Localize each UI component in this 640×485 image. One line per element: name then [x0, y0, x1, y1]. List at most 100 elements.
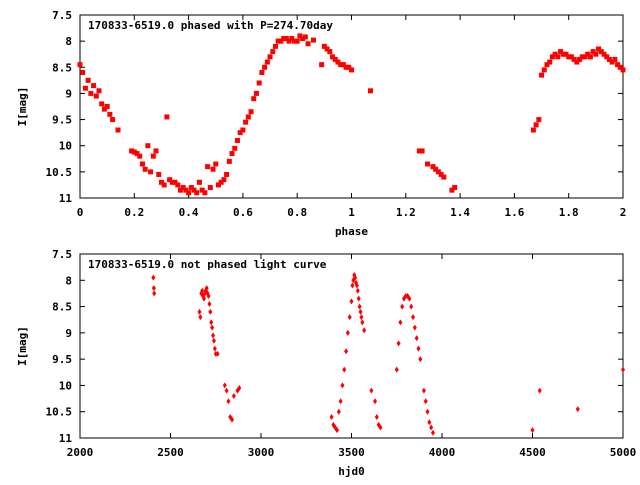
bottom-y-axis-label: I[mag] — [16, 326, 29, 366]
top-data-point — [186, 190, 192, 196]
bottom-data-point — [222, 382, 227, 389]
top-data-point — [156, 171, 162, 177]
top-data-point — [530, 127, 536, 133]
top-data-point — [131, 149, 137, 155]
top-data-point — [213, 161, 219, 167]
top-data-point — [568, 54, 574, 60]
bottom-data-point — [425, 408, 430, 415]
top-data-point — [587, 54, 593, 60]
top-data-point — [215, 182, 221, 188]
bottom-data-point — [340, 382, 345, 389]
top-data-point — [598, 49, 604, 55]
top-data-point — [226, 158, 232, 164]
bottom-data-point — [207, 300, 212, 307]
top-data-point — [224, 171, 230, 177]
bottom-x-tick-label: 3500 — [338, 446, 365, 459]
top-data-point — [343, 64, 349, 70]
top-y-tick-label: 9.5 — [52, 114, 72, 127]
top-y-tick-label: 8 — [65, 35, 72, 48]
bottom-data-point — [409, 303, 414, 310]
top-data-point — [305, 41, 311, 47]
top-data-point — [104, 104, 110, 109]
top-data-point — [338, 62, 344, 68]
top-data-point — [267, 54, 273, 60]
bottom-data-point — [416, 345, 421, 352]
top-data-point — [617, 64, 623, 70]
top-data-point — [321, 43, 327, 49]
top-y-tick-label: 9 — [65, 87, 72, 100]
bottom-data-point — [396, 340, 401, 347]
top-data-point — [433, 166, 439, 172]
top-data-point — [340, 62, 346, 68]
top-data-point — [107, 111, 113, 117]
top-data-point — [129, 148, 135, 154]
bottom-x-tick-label: 2000 — [67, 446, 94, 459]
top-data-point — [435, 169, 441, 175]
top-data-point — [180, 185, 186, 191]
top-data-point — [563, 51, 569, 57]
top-data-point — [558, 49, 564, 55]
bottom-x-tick-label: 5000 — [610, 446, 637, 459]
top-data-point — [259, 70, 265, 76]
bottom-data-point — [209, 319, 214, 326]
top-data-point — [441, 174, 447, 180]
top-data-point — [175, 182, 181, 188]
top-data-point — [202, 190, 208, 196]
top-x-tick-label: 1.6 — [504, 206, 524, 219]
top-data-point — [251, 96, 257, 102]
top-data-point — [205, 164, 211, 170]
top-data-point — [148, 169, 154, 175]
top-x-tick-label: 2 — [620, 206, 627, 219]
bottom-data-point — [224, 387, 229, 394]
top-data-point — [606, 56, 612, 62]
bottom-data-point — [204, 285, 209, 292]
top-data-point — [158, 179, 164, 185]
bottom-x-tick-label: 3000 — [248, 446, 275, 459]
top-data-point — [286, 38, 292, 44]
top-data-point — [183, 187, 189, 193]
bottom-data-point — [357, 303, 362, 310]
top-data-point — [210, 166, 216, 172]
top-data-point — [88, 90, 94, 96]
bottom-data-point — [347, 314, 352, 321]
bottom-data-point — [198, 314, 203, 321]
top-data-point — [199, 187, 205, 193]
top-data-point — [150, 153, 156, 159]
top-data-point — [577, 56, 583, 62]
top-data-point — [281, 36, 287, 42]
bottom-data-point — [421, 387, 426, 394]
top-data-point — [99, 101, 105, 107]
top-data-point — [604, 54, 610, 60]
bottom-data-point — [430, 429, 435, 436]
top-data-point — [177, 187, 183, 193]
top-data-point — [253, 90, 259, 96]
bottom-data-point — [237, 385, 242, 392]
top-data-point — [142, 166, 148, 172]
bottom-data-point — [394, 366, 399, 373]
top-data-point — [164, 114, 170, 120]
bottom-data-point — [353, 274, 358, 281]
top-data-point — [240, 127, 246, 133]
top-data-point — [232, 145, 238, 151]
bottom-data-point — [575, 406, 580, 413]
top-data-point — [547, 59, 553, 65]
bottom-y-tick-label: 9 — [65, 327, 72, 340]
top-data-point — [590, 49, 596, 55]
top-data-point — [620, 67, 626, 73]
bottom-data-point — [336, 408, 341, 415]
top-data-point — [262, 64, 268, 70]
top-data-point — [167, 177, 173, 183]
top-y-axis-label: I[mag] — [16, 87, 29, 127]
bottom-data-point — [412, 324, 417, 331]
top-data-point — [243, 119, 249, 125]
top-data-point — [544, 62, 550, 68]
bottom-data-point — [349, 298, 354, 305]
bottom-data-point — [211, 332, 216, 339]
top-data-point — [256, 80, 262, 86]
top-data-point — [609, 59, 615, 65]
bottom-data-point — [429, 424, 434, 431]
top-data-point — [294, 38, 300, 44]
top-x-tick-label: 1.2 — [396, 206, 416, 219]
